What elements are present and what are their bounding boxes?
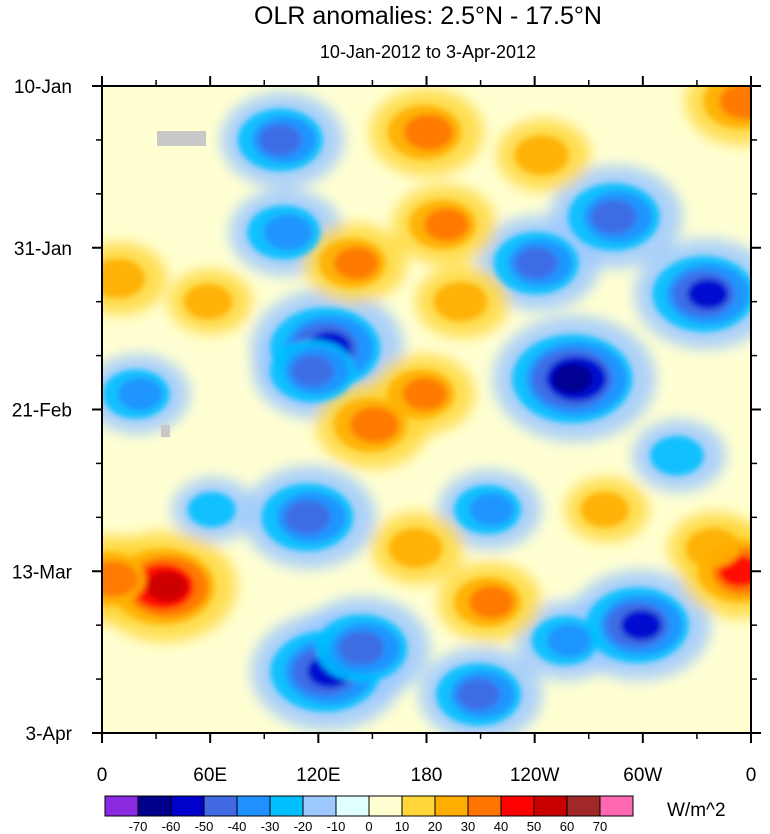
anomaly-core-4-6 — [552, 363, 593, 394]
x-tick-label: 180 — [411, 765, 443, 786]
colorbar-label: -50 — [195, 819, 214, 834]
x-axis: 0 60E 120E 180 120W 60W 0 — [97, 76, 757, 786]
colorbar-label: 50 — [527, 819, 541, 834]
x-tick-label: 60E — [193, 765, 227, 786]
colorbar-label: 40 — [494, 819, 508, 834]
chart-subtitle: 10-Jan-2012 to 3-Apr-2012 — [320, 42, 536, 62]
anomaly-core-21-2 — [433, 281, 488, 322]
colorbar-label: -40 — [228, 819, 247, 834]
colorbar-swatch — [434, 795, 469, 817]
y-tick-label: 13-Mar — [12, 562, 73, 583]
colorbar-label: -70 — [129, 819, 148, 834]
anomaly-core-18-3 — [404, 114, 453, 151]
y-tick-label: 3-Apr — [26, 724, 73, 745]
anomaly-core-12-5 — [620, 610, 662, 641]
colorbar-label: -20 — [294, 819, 313, 834]
colorbar-swatch — [104, 795, 139, 817]
colorbar-swatch — [533, 795, 568, 817]
anomaly-core-1-3 — [263, 214, 313, 251]
colorbar-units: W/m^2 — [667, 800, 726, 821]
colorbar-swatch — [236, 795, 271, 817]
anomaly-core-10-4 — [338, 631, 385, 666]
anomaly-core-20-3 — [402, 377, 448, 411]
anomaly-core-7-4 — [514, 247, 558, 279]
plot-area — [102, 86, 751, 733]
anomaly-core-25-3 — [334, 246, 379, 280]
colorbar-swatch — [137, 795, 172, 817]
colorbar-label: 30 — [461, 819, 475, 834]
anomaly-core-16-2 — [649, 435, 704, 476]
colorbar-swatch — [302, 795, 337, 817]
colorbar-label: -60 — [162, 819, 181, 834]
anomaly-core-34-2 — [184, 283, 233, 320]
missing-data-patch — [157, 131, 206, 146]
anomaly-core-24-3 — [102, 560, 138, 597]
colorbar-swatch — [467, 795, 502, 817]
colorbar-swatch — [368, 795, 403, 817]
chart-title: OLR anomalies: 2.5°N - 17.5°N — [254, 2, 602, 30]
colorbar-swatch — [203, 795, 238, 817]
y-tick-label: 31-Jan — [14, 239, 72, 260]
anomaly-core-27-3 — [469, 585, 514, 619]
anomaly-core-0-4 — [258, 124, 302, 156]
anomaly-core-13-4 — [457, 678, 500, 711]
x-tick-label: 0 — [746, 765, 757, 786]
anomaly-core-19-3 — [424, 208, 469, 242]
anomaly-core-23-5 — [146, 571, 188, 602]
x-tick-label: 120E — [296, 765, 340, 786]
y-axis: 10-Jan 31-Jan 21-Feb 13-Mar 3-Apr — [12, 77, 761, 745]
anomaly-core-6-5 — [687, 278, 729, 310]
anomaly-core-26-3 — [349, 406, 399, 443]
colorbar-label: 70 — [593, 819, 607, 834]
missing-data-patch-small — [161, 425, 170, 437]
x-tick-label: 120W — [510, 765, 560, 786]
anomaly-cores — [102, 86, 751, 726]
colorbar-label: 20 — [428, 819, 442, 834]
colorbar: -70 -60 -50 -40 -30 -20 -10 0 10 20 30 40 50 60 70 — [104, 795, 634, 834]
x-tick-label: 0 — [97, 765, 108, 786]
anomaly-core-17-2 — [187, 491, 236, 528]
colorbar-swatch — [335, 795, 370, 817]
colorbar-swatch — [269, 795, 304, 817]
colorbar-label: 0 — [365, 819, 372, 834]
anomaly-core-22-2 — [514, 135, 569, 176]
anomaly-core-3-4 — [291, 355, 335, 387]
anomaly-core-33-2 — [580, 491, 629, 528]
colorbar-label: -10 — [327, 819, 346, 834]
colorbar-label: 10 — [395, 819, 409, 834]
y-tick-label: 10-Jan — [14, 77, 72, 98]
anomaly-core-5-4 — [590, 200, 637, 234]
colorbar-label: 60 — [560, 819, 574, 834]
x-tick-label: 60W — [623, 765, 662, 786]
anomaly-core-32-2 — [686, 528, 740, 568]
anomaly-core-28-2 — [388, 528, 443, 568]
anomaly-core-15-3 — [117, 377, 163, 411]
colorbar-swatch — [170, 795, 205, 817]
colorbar-swatch — [599, 795, 634, 817]
colorbar-swatch — [566, 795, 601, 817]
anomaly-core-11-3 — [469, 493, 514, 527]
anomaly-core-30-3 — [719, 86, 751, 120]
y-tick-label: 21-Feb — [12, 401, 72, 422]
colorbar-swatch — [500, 795, 535, 817]
colorbar-swatch — [401, 795, 436, 817]
anomaly-core-31-2 — [102, 258, 145, 299]
colorbar-label: -30 — [261, 819, 280, 834]
anomaly-core-8-4 — [284, 500, 331, 535]
anomaly-core-14-3 — [546, 624, 592, 658]
